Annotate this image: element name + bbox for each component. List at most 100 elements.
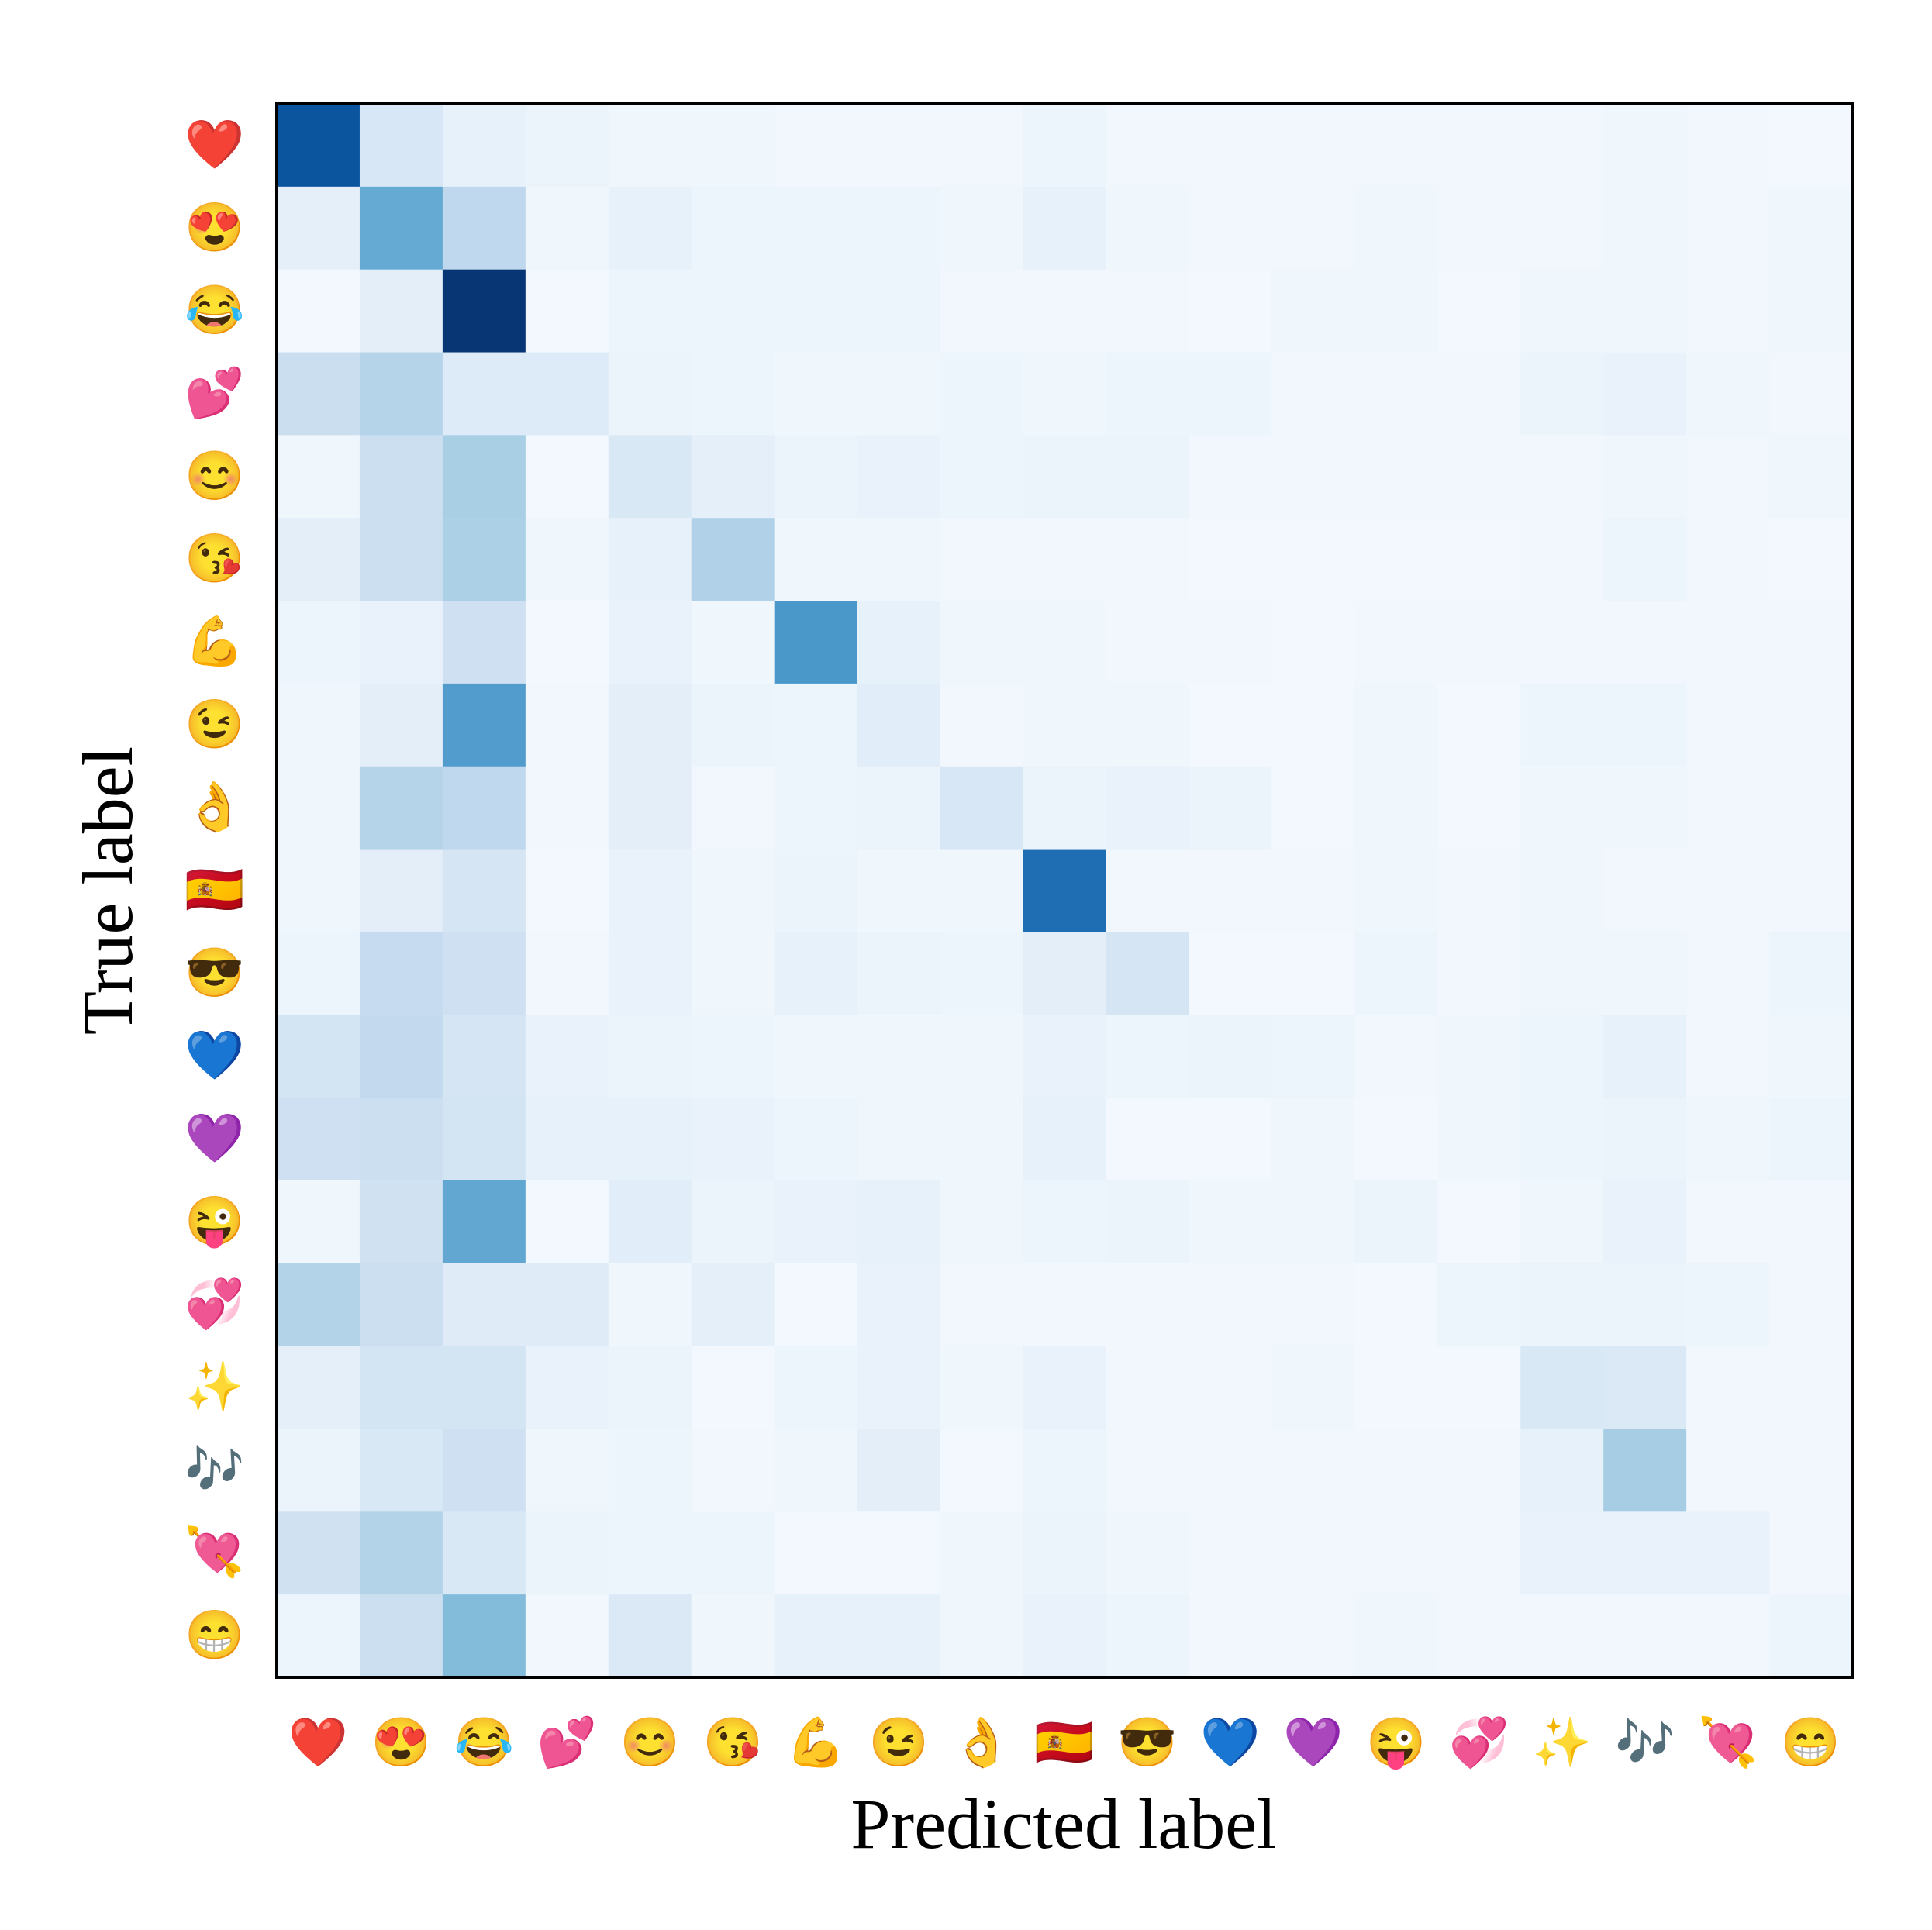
heatmap-cell	[1437, 269, 1521, 353]
heatmap-cell	[1354, 269, 1438, 353]
heatmap-cell	[1603, 1511, 1687, 1595]
heatmap-cell	[442, 932, 526, 1015]
heatmap-cell	[1189, 1015, 1272, 1098]
heatmap-cell	[1106, 766, 1190, 850]
heatmap-cell	[277, 352, 361, 436]
heatmap-cell	[1023, 1263, 1107, 1347]
heatmap-cell	[1023, 601, 1107, 684]
heatmap-cell	[774, 1180, 858, 1264]
heatmap-cell	[1106, 435, 1190, 519]
heatmap-cell	[1603, 932, 1687, 1015]
heatmap-cell	[1189, 849, 1272, 933]
heatmap-cell	[774, 186, 858, 271]
heatmap-cell	[1354, 1098, 1438, 1181]
x-tick-label: 😍	[371, 1716, 431, 1770]
heatmap-cell	[1437, 1511, 1521, 1595]
heatmap-cell	[1271, 932, 1355, 1015]
heatmap-cell	[1437, 1346, 1521, 1430]
heatmap-cell	[940, 683, 1024, 767]
heatmap-cell	[1023, 104, 1107, 188]
heatmap-cell	[1023, 1594, 1107, 1678]
heatmap-cell	[1603, 683, 1687, 767]
heatmap-cell	[1686, 104, 1770, 188]
x-tick-label: 👌	[951, 1716, 1011, 1770]
heatmap-cell	[608, 186, 692, 271]
heatmap-cell	[525, 766, 609, 850]
heatmap-cell	[1106, 849, 1190, 933]
heatmap-cell	[608, 269, 692, 353]
heatmap-cell	[691, 766, 775, 850]
heatmap-cell	[525, 186, 609, 271]
heatmap-cell	[1437, 849, 1521, 933]
heatmap-cell	[1603, 1098, 1687, 1181]
heatmap-cell	[1686, 352, 1770, 436]
heatmap-cell	[940, 601, 1024, 684]
heatmap-cell	[608, 1015, 692, 1098]
y-tick-label: 💕	[185, 365, 244, 420]
y-tick-label: 💞	[185, 1276, 244, 1331]
heatmap-cell	[1023, 1098, 1107, 1181]
heatmap-cell	[525, 1263, 609, 1347]
heatmap-cell	[442, 1511, 526, 1595]
heatmap-cell	[1603, 186, 1687, 271]
x-tick-labels: ❤️ 😍 😂 💕 😊 😘 💪 😉 👌 🇪🇸 😎 💙 💜 😜 💞 ✨ 🎶 💘 😁	[288, 1715, 1841, 1771]
heatmap-cell	[774, 104, 858, 188]
heatmap-cell	[1023, 269, 1107, 353]
heatmap-cell	[277, 518, 361, 601]
y-tick-label: 👌	[185, 781, 244, 834]
heatmap-cell	[691, 601, 775, 684]
heatmap-cell	[525, 104, 609, 188]
x-tick-label: 🎶	[1615, 1716, 1675, 1770]
heatmap-cell	[1189, 932, 1272, 1015]
heatmap-cell	[1106, 518, 1190, 601]
heatmap-cell	[940, 932, 1024, 1015]
heatmap-cell	[857, 1263, 941, 1347]
x-tick-label: 💙	[1200, 1716, 1261, 1770]
heatmap-cell	[277, 1429, 361, 1512]
x-axis-title: Predicted label	[850, 1784, 1276, 1863]
heatmap-cell	[1271, 1429, 1355, 1512]
heatmap-cell	[277, 1098, 361, 1181]
heatmap-cell	[774, 1015, 858, 1098]
heatmap-cell	[1354, 518, 1438, 601]
heatmap-cell	[1520, 518, 1604, 601]
heatmap-cell	[525, 601, 609, 684]
heatmap-cell	[774, 683, 858, 767]
heatmap-cell	[1520, 1346, 1604, 1430]
heatmap-cell	[857, 1015, 941, 1098]
heatmap-cell	[1437, 766, 1521, 850]
heatmap-cell	[1189, 601, 1272, 684]
x-tick-label: 😘	[703, 1716, 763, 1770]
heatmap-cell	[359, 186, 443, 271]
heatmap-cell	[1189, 1346, 1272, 1430]
heatmap-cell	[1189, 1263, 1272, 1347]
heatmap-cell	[1437, 1015, 1521, 1098]
heatmap-cell	[277, 186, 361, 271]
heatmap-cell	[525, 1594, 609, 1678]
heatmap-cell	[1271, 104, 1355, 188]
heatmap-cell	[1354, 1346, 1438, 1430]
heatmap-cell	[1189, 1429, 1272, 1512]
heatmap-cell	[1354, 435, 1438, 519]
heatmap-cell	[1106, 186, 1190, 271]
heatmap-cell	[1769, 352, 1853, 436]
heatmap-cell	[1686, 1429, 1770, 1512]
heatmap-cell	[691, 1263, 775, 1347]
heatmap-cell	[857, 269, 941, 353]
heatmap-cell	[1106, 683, 1190, 767]
heatmap-cell	[1106, 1180, 1190, 1264]
heatmap-cell	[1271, 849, 1355, 933]
heatmap-cell	[1603, 518, 1687, 601]
heatmap-cell	[1603, 766, 1687, 850]
heatmap-cell	[1023, 518, 1107, 601]
heatmap-cell	[1520, 1594, 1604, 1678]
heatmap-cell	[1271, 186, 1355, 271]
heatmap-cell	[1686, 601, 1770, 684]
heatmap-cell	[1189, 186, 1272, 271]
heatmap-cell	[1603, 435, 1687, 519]
heatmap-cell	[857, 1429, 941, 1512]
heatmap-cell	[277, 1594, 361, 1678]
heatmap-cell	[1769, 1015, 1853, 1098]
heatmap-cell	[442, 269, 526, 353]
heatmap-cell	[1354, 186, 1438, 271]
